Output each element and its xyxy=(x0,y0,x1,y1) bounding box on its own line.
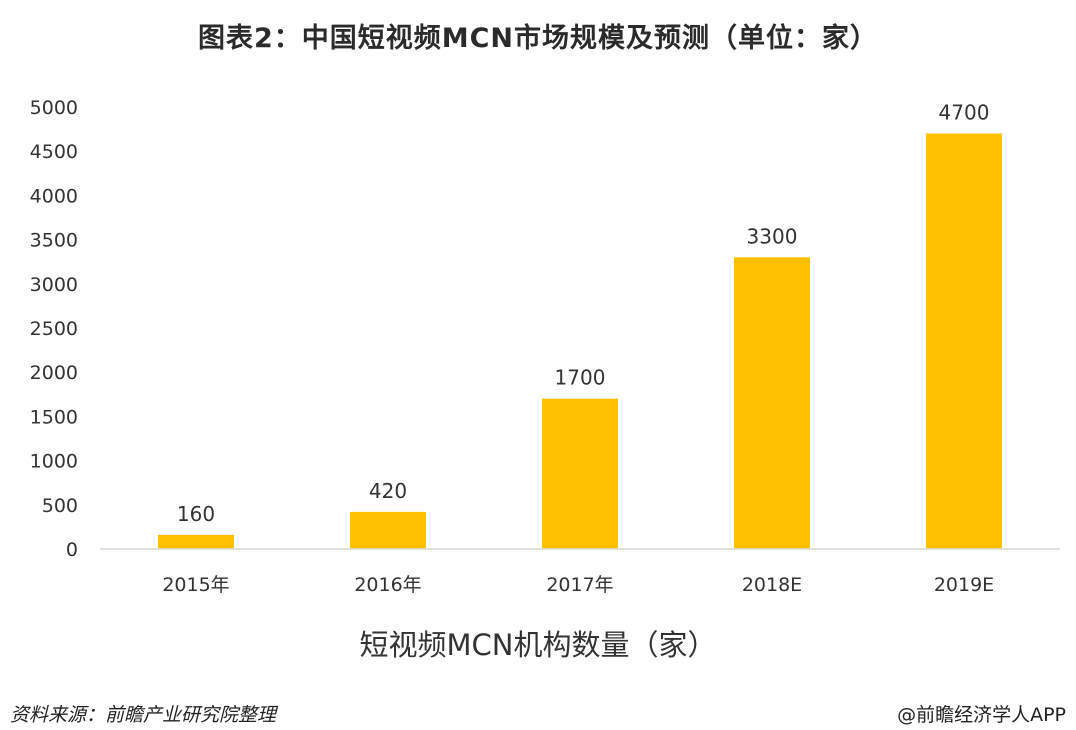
x-tick-label: 2017年 xyxy=(546,574,613,596)
data-label: 3300 xyxy=(747,224,798,248)
credit-note: @前瞻经济学人APP xyxy=(897,704,1066,726)
x-axis: 2015年 2016年 2017年 2018E 2019E xyxy=(100,548,1060,596)
y-tick-label: 0 xyxy=(66,539,78,561)
y-tick-label: 2500 xyxy=(30,318,78,340)
x-tick-label: 2015年 xyxy=(162,574,229,596)
x-tick-label: 2016年 xyxy=(354,574,421,596)
bar xyxy=(734,257,810,549)
chart-title: 图表2：中国短视频MCN市场规模及预测（单位：家） xyxy=(197,23,879,54)
y-tick-label: 3000 xyxy=(30,274,78,296)
bars: 160 420 1700 3300 4700 xyxy=(158,101,1002,549)
y-tick-label: 2000 xyxy=(30,362,78,384)
x-tick-label: 2018E xyxy=(742,574,802,596)
data-label: 420 xyxy=(369,479,407,503)
y-tick-label: 1000 xyxy=(30,451,78,473)
y-tick-label: 4000 xyxy=(30,185,78,207)
data-label: 4700 xyxy=(939,101,990,125)
legend-series-label: 短视频MCN机构数量（家） xyxy=(359,628,717,662)
y-axis: 0 500 1000 1500 2000 2500 3000 3500 4000 4500 5000 xyxy=(30,97,78,561)
y-tick-label: 4500 xyxy=(30,141,78,163)
source-note: 资料来源：前瞻产业研究院整理 xyxy=(10,704,277,726)
y-tick-label: 5000 xyxy=(30,97,78,119)
y-tick-label: 1500 xyxy=(30,406,78,428)
bar xyxy=(542,398,618,549)
data-label: 1700 xyxy=(555,366,606,390)
bar xyxy=(926,133,1002,549)
x-tick-label: 2019E xyxy=(934,574,994,596)
y-tick-label: 3500 xyxy=(30,230,78,252)
bar xyxy=(350,511,426,549)
y-tick-label: 500 xyxy=(42,495,78,517)
bar xyxy=(158,534,234,549)
data-label: 160 xyxy=(177,502,215,526)
